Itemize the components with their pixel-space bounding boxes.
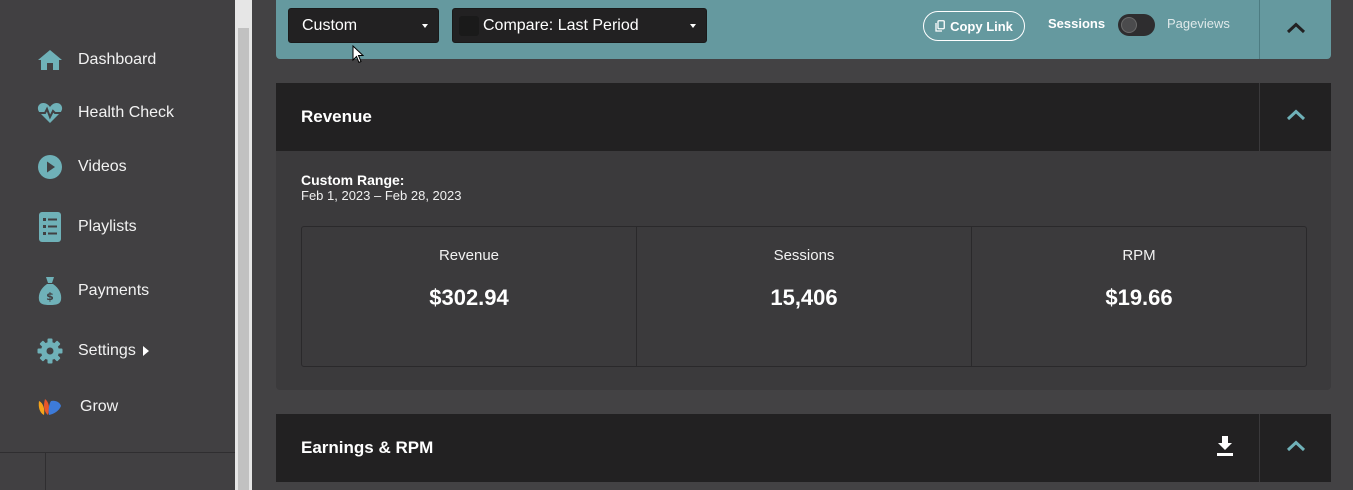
stat-rpm: RPM $19.66 [972, 227, 1306, 366]
revenue-panel-body: Custom Range: Feb 1, 2023 – Feb 28, 2023… [276, 151, 1331, 390]
heartbeat-icon [36, 99, 64, 127]
home-icon [36, 46, 64, 74]
svg-text:$: $ [46, 290, 54, 303]
copy-icon [935, 20, 945, 32]
dropdown-arrow-icon [690, 24, 696, 28]
sidebar-item-label: Settings [78, 342, 136, 359]
panel-header-divider [1259, 414, 1260, 482]
stat-label: RPM [1122, 247, 1156, 264]
playlist-icon [36, 212, 64, 242]
gear-icon [36, 337, 64, 365]
sidebar-item-playlists[interactable]: Playlists [36, 212, 137, 242]
money-bag-icon: $ [36, 277, 64, 305]
earnings-panel-title: Earnings & RPM [301, 438, 434, 457]
mouse-cursor-icon [352, 44, 365, 69]
revenue-panel-header: Revenue [276, 83, 1331, 151]
toolbar-divider [1259, 0, 1260, 59]
toggle-pageviews-label: Pageviews [1167, 16, 1230, 31]
stat-value: 15,406 [770, 285, 838, 310]
main-content: Custom Compare: Last Period Copy Link Se… [252, 0, 1353, 490]
revenue-panel-title: Revenue [301, 107, 372, 126]
compare-color-swatch [459, 15, 479, 36]
stat-value: $302.94 [429, 285, 509, 310]
sidebar-item-payments[interactable]: $ Payments [36, 276, 149, 306]
copy-link-label: Copy Link [950, 18, 1013, 34]
panel-header-divider [1259, 83, 1260, 151]
compare-value: Compare: Last Period [483, 16, 639, 34]
report-toolbar: Custom Compare: Last Period Copy Link Se… [276, 0, 1331, 59]
stat-label: Sessions [773, 247, 835, 264]
toggle-sessions-label: Sessions [1048, 16, 1106, 31]
sidebar-footer [0, 452, 235, 490]
collapse-earnings-button[interactable] [1260, 414, 1331, 482]
date-range-value: Custom [302, 16, 358, 34]
stats-grid: Revenue $302.94 Sessions 15,406 RPM $19.… [301, 226, 1307, 367]
collapse-toolbar-button[interactable] [1260, 0, 1331, 59]
stat-revenue: Revenue $302.94 [302, 227, 637, 366]
sidebar-item-grow[interactable]: Grow [36, 392, 118, 422]
sidebar-footer-divider [45, 453, 46, 490]
earnings-panel-header: Earnings & RPM [276, 414, 1331, 482]
download-icon [1216, 435, 1234, 461]
stat-sessions: Sessions 15,406 [637, 227, 972, 366]
chevron-up-icon [1286, 108, 1306, 126]
caret-right-icon [142, 346, 149, 356]
grow-logo-icon [36, 393, 64, 421]
sidebar-item-dashboard[interactable]: Dashboard [36, 45, 156, 75]
sidebar-item-settings[interactable]: Settings [36, 336, 149, 366]
stat-value: $19.66 [1105, 285, 1173, 310]
sidebar-item-label: Videos [78, 158, 127, 175]
collapse-revenue-button[interactable] [1260, 83, 1331, 151]
sidebar: Dashboard Health Check Videos Playlists … [0, 0, 235, 490]
play-icon [36, 153, 64, 181]
sidebar-item-label: Payments [78, 282, 150, 299]
range-dates: Feb 1, 2023 – Feb 28, 2023 [301, 188, 462, 203]
sidebar-item-label: Playlists [78, 218, 137, 235]
sidebar-item-label: Health Check [78, 104, 175, 121]
copy-link-button[interactable]: Copy Link [923, 11, 1025, 41]
sidebar-item-label: Dashboard [78, 51, 157, 68]
sidebar-item-label: Grow [80, 398, 119, 415]
sessions-pageviews-toggle[interactable] [1118, 14, 1155, 36]
dropdown-arrow-icon [422, 24, 428, 28]
compare-select[interactable]: Compare: Last Period [452, 8, 707, 43]
date-range-select[interactable]: Custom [288, 8, 439, 43]
stat-label: Revenue [438, 247, 500, 264]
chevron-up-icon [1286, 21, 1306, 39]
sidebar-scrollbar-thumb[interactable] [238, 28, 249, 490]
download-button[interactable] [1214, 435, 1236, 461]
chevron-up-icon [1286, 439, 1306, 457]
range-title: Custom Range: [301, 172, 405, 188]
sidebar-item-videos[interactable]: Videos [36, 152, 127, 182]
sidebar-item-health-check[interactable]: Health Check [36, 98, 174, 128]
toggle-knob [1121, 17, 1137, 33]
